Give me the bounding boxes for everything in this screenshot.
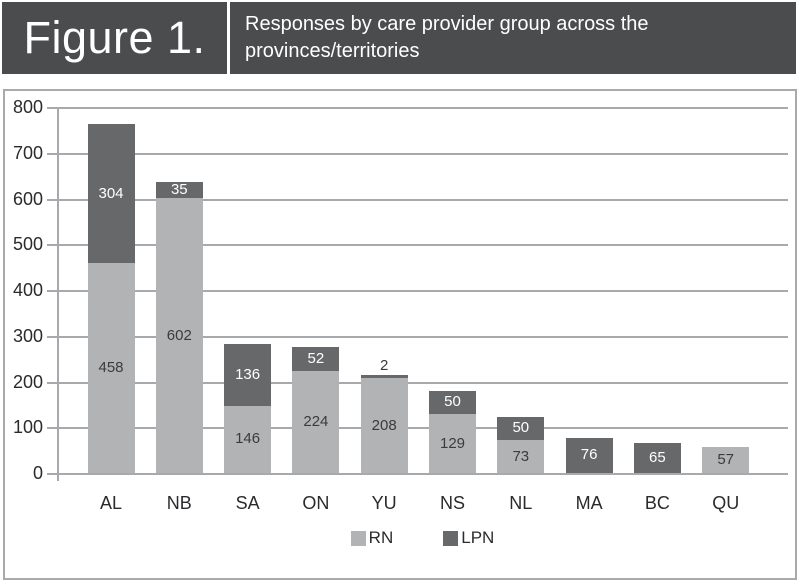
bar-value-label-lpn-SA: 136 bbox=[235, 365, 261, 383]
y-axis-tick-label: 500 bbox=[12, 234, 43, 255]
y-tick bbox=[47, 290, 57, 292]
bar-segment-lpn-AL bbox=[87, 124, 135, 264]
bar-segment-rn-NB bbox=[155, 197, 203, 473]
gridline bbox=[57, 152, 788, 155]
bar-value-label-lpn-YU: 2 bbox=[380, 357, 389, 375]
x-axis-label-SA: SA bbox=[235, 493, 260, 513]
bar-value-label-rn-YU: 208 bbox=[371, 416, 397, 434]
y-tick bbox=[47, 107, 57, 109]
bar-value-label-lpn-NB: 35 bbox=[170, 180, 188, 198]
gridline bbox=[57, 198, 788, 201]
gridline bbox=[57, 244, 788, 247]
y-axis-tick-label: 400 bbox=[12, 280, 43, 300]
bar-value-label-rn-NB: 602 bbox=[166, 326, 192, 344]
bar-segment-lpn-NS bbox=[429, 391, 476, 414]
legend-swatch-lpn bbox=[443, 530, 459, 546]
x-axis-label-NL: NL bbox=[509, 493, 533, 513]
figure-title: Responses by care provider group across … bbox=[245, 13, 649, 62]
bar-segment-rn-YU bbox=[360, 377, 408, 473]
bar-segment-lpn-SA bbox=[224, 343, 272, 407]
bar-value-label-lpn-BC: 65 bbox=[649, 449, 666, 467]
figure-number-label: Figure 1. bbox=[23, 12, 206, 63]
gridline bbox=[57, 290, 788, 292]
y-axis-tick-label: 100 bbox=[12, 417, 43, 438]
y-tick bbox=[47, 381, 57, 384]
y-axis-tick-label: 200 bbox=[12, 371, 43, 392]
bar-segment-lpn-MA bbox=[565, 438, 613, 473]
legend-entry-lpn: LPN bbox=[443, 528, 494, 548]
y-tick bbox=[47, 427, 57, 430]
bar-segment-lpn-ON bbox=[292, 346, 340, 371]
bar-value-label-rn-QU: 57 bbox=[717, 450, 735, 468]
y-tick bbox=[47, 473, 57, 475]
figure-title-cell: Responses by care provider group across … bbox=[245, 2, 705, 74]
y-axis-tick-label: 300 bbox=[12, 325, 43, 346]
bar-value-label-rn-ON: 224 bbox=[303, 412, 329, 430]
legend-label-lpn: LPN bbox=[461, 528, 495, 547]
chart-legend: RN LPN bbox=[57, 528, 788, 548]
bar-segment-lpn-YU bbox=[360, 375, 408, 378]
bar-value-label-rn-SA: 146 bbox=[235, 430, 261, 448]
bar-value-label-rn-AL: 458 bbox=[98, 359, 124, 377]
bar-value-label-lpn-AL: 304 bbox=[98, 185, 124, 203]
chart-frame: 0 100 200 300 400 500 600 700 800 458 304 AL 602 35 NB… bbox=[3, 89, 797, 580]
bar-segment-rn-ON bbox=[292, 370, 340, 473]
x-axis-label-MA: MA bbox=[575, 493, 603, 513]
y-axis-tick-label: 0 bbox=[32, 463, 43, 483]
x-axis-label-QU: QU bbox=[712, 493, 740, 513]
gridline bbox=[57, 473, 788, 475]
gridline bbox=[57, 107, 788, 109]
bar-segment-rn-AL bbox=[87, 263, 135, 473]
bar-value-label-lpn-MA: 76 bbox=[580, 446, 598, 464]
y-tick bbox=[47, 198, 57, 201]
legend-label-rn: RN bbox=[368, 528, 394, 547]
y-axis-line bbox=[57, 107, 59, 481]
bar-segment-lpn-NL bbox=[497, 416, 545, 440]
header-divider bbox=[227, 2, 230, 74]
x-axis-label-ON: ON bbox=[302, 493, 330, 513]
legend-swatch-rn bbox=[350, 530, 366, 546]
y-tick bbox=[47, 335, 57, 338]
y-axis-tick-label: 700 bbox=[12, 142, 43, 163]
legend-entry-rn: RN bbox=[350, 528, 394, 548]
gridline bbox=[57, 427, 788, 430]
bar-value-label-rn-NS: 129 bbox=[439, 434, 466, 452]
bar-segment-rn-NL bbox=[497, 439, 545, 473]
x-axis-label-AL: AL bbox=[99, 493, 123, 513]
y-axis-tick-label: 800 bbox=[12, 97, 43, 117]
bar-segment-rn-QU bbox=[702, 446, 750, 473]
chart-canvas: 0 100 200 300 400 500 600 700 800 458 304 AL 602 35 NB… bbox=[5, 91, 795, 578]
bar-segment-rn-SA bbox=[224, 406, 272, 473]
bar-segment-lpn-BC bbox=[633, 443, 681, 473]
y-axis-tick-label: 600 bbox=[12, 188, 43, 209]
bar-segment-lpn-NB bbox=[155, 181, 203, 198]
bar-segment-rn-NS bbox=[429, 413, 476, 473]
gridline bbox=[57, 381, 788, 384]
figure-number-cell: Figure 1. bbox=[2, 2, 227, 74]
bar-value-label-lpn-NS: 50 bbox=[444, 393, 461, 411]
y-tick bbox=[47, 244, 57, 247]
x-axis-label-NS: NS bbox=[439, 493, 465, 513]
x-axis-label-YU: YU bbox=[371, 493, 397, 513]
x-axis-label-BC: BC bbox=[644, 493, 670, 513]
gridline bbox=[57, 335, 788, 338]
y-tick bbox=[47, 152, 57, 155]
x-axis-label-NB: NB bbox=[166, 493, 192, 513]
bar-value-label-rn-NL: 73 bbox=[512, 447, 530, 465]
bar-value-label-lpn-NL: 50 bbox=[512, 418, 530, 436]
figure-header: Figure 1. Responses by care provider gro… bbox=[2, 2, 796, 74]
bar-value-label-lpn-ON: 52 bbox=[307, 349, 325, 367]
